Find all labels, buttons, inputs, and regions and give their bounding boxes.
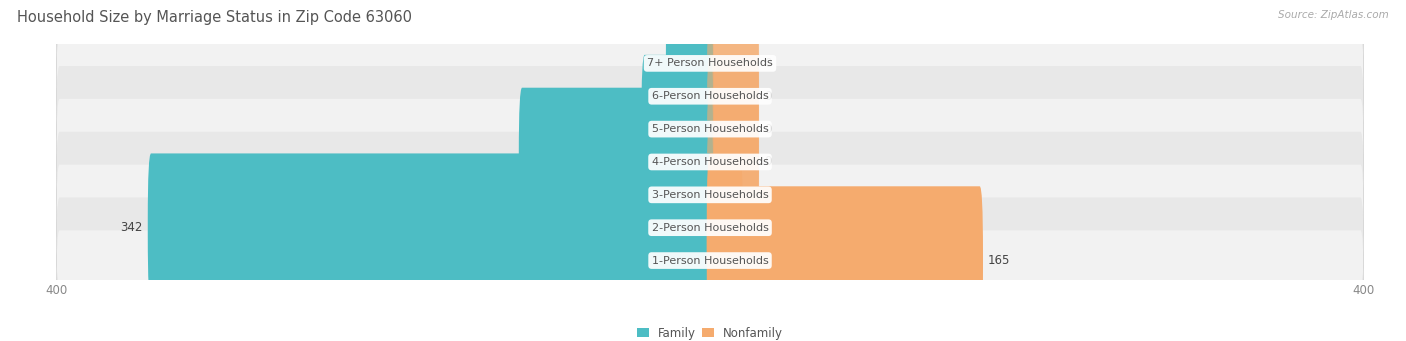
Text: 3-Person Households: 3-Person Households — [651, 190, 769, 200]
Text: Household Size by Marriage Status in Zip Code 63060: Household Size by Marriage Status in Zip… — [17, 10, 412, 25]
Text: 0: 0 — [763, 123, 772, 136]
FancyBboxPatch shape — [707, 22, 759, 170]
FancyBboxPatch shape — [55, 83, 1365, 307]
FancyBboxPatch shape — [707, 88, 759, 236]
Text: 0: 0 — [763, 57, 772, 70]
Text: 115: 115 — [492, 155, 515, 168]
FancyBboxPatch shape — [707, 121, 759, 269]
FancyBboxPatch shape — [56, 61, 1364, 132]
Text: 40: 40 — [621, 123, 637, 136]
Text: 7+ Person Households: 7+ Person Households — [647, 58, 773, 69]
FancyBboxPatch shape — [148, 153, 713, 302]
FancyBboxPatch shape — [707, 0, 759, 138]
Text: 19: 19 — [655, 90, 671, 103]
FancyBboxPatch shape — [519, 88, 713, 236]
Text: 0: 0 — [763, 90, 772, 103]
FancyBboxPatch shape — [55, 17, 1365, 241]
Text: 342: 342 — [121, 221, 143, 234]
FancyBboxPatch shape — [55, 49, 1365, 275]
FancyBboxPatch shape — [56, 28, 1364, 99]
Legend: Family, Nonfamily: Family, Nonfamily — [637, 327, 783, 340]
FancyBboxPatch shape — [707, 153, 742, 302]
FancyBboxPatch shape — [56, 127, 1364, 197]
FancyBboxPatch shape — [55, 0, 1365, 209]
FancyBboxPatch shape — [707, 55, 759, 203]
Text: 1-Person Households: 1-Person Households — [651, 255, 769, 266]
Text: 0: 0 — [763, 188, 772, 201]
Text: Source: ZipAtlas.com: Source: ZipAtlas.com — [1278, 10, 1389, 20]
Text: 25: 25 — [647, 57, 661, 70]
FancyBboxPatch shape — [707, 186, 983, 335]
FancyBboxPatch shape — [56, 94, 1364, 165]
FancyBboxPatch shape — [56, 159, 1364, 230]
Text: 115: 115 — [492, 188, 515, 201]
Text: 0: 0 — [763, 155, 772, 168]
Text: 2-Person Households: 2-Person Households — [651, 223, 769, 233]
FancyBboxPatch shape — [676, 22, 713, 170]
FancyBboxPatch shape — [55, 115, 1365, 340]
FancyBboxPatch shape — [55, 0, 1365, 176]
FancyBboxPatch shape — [641, 55, 713, 203]
Text: 18: 18 — [748, 221, 762, 234]
Text: 6-Person Households: 6-Person Households — [651, 91, 769, 101]
FancyBboxPatch shape — [56, 192, 1364, 263]
Text: 4-Person Households: 4-Person Households — [651, 157, 769, 167]
Text: 165: 165 — [988, 254, 1011, 267]
FancyBboxPatch shape — [666, 0, 713, 138]
FancyBboxPatch shape — [56, 225, 1364, 296]
FancyBboxPatch shape — [519, 121, 713, 269]
FancyBboxPatch shape — [55, 148, 1365, 341]
Text: 5-Person Households: 5-Person Households — [651, 124, 769, 134]
